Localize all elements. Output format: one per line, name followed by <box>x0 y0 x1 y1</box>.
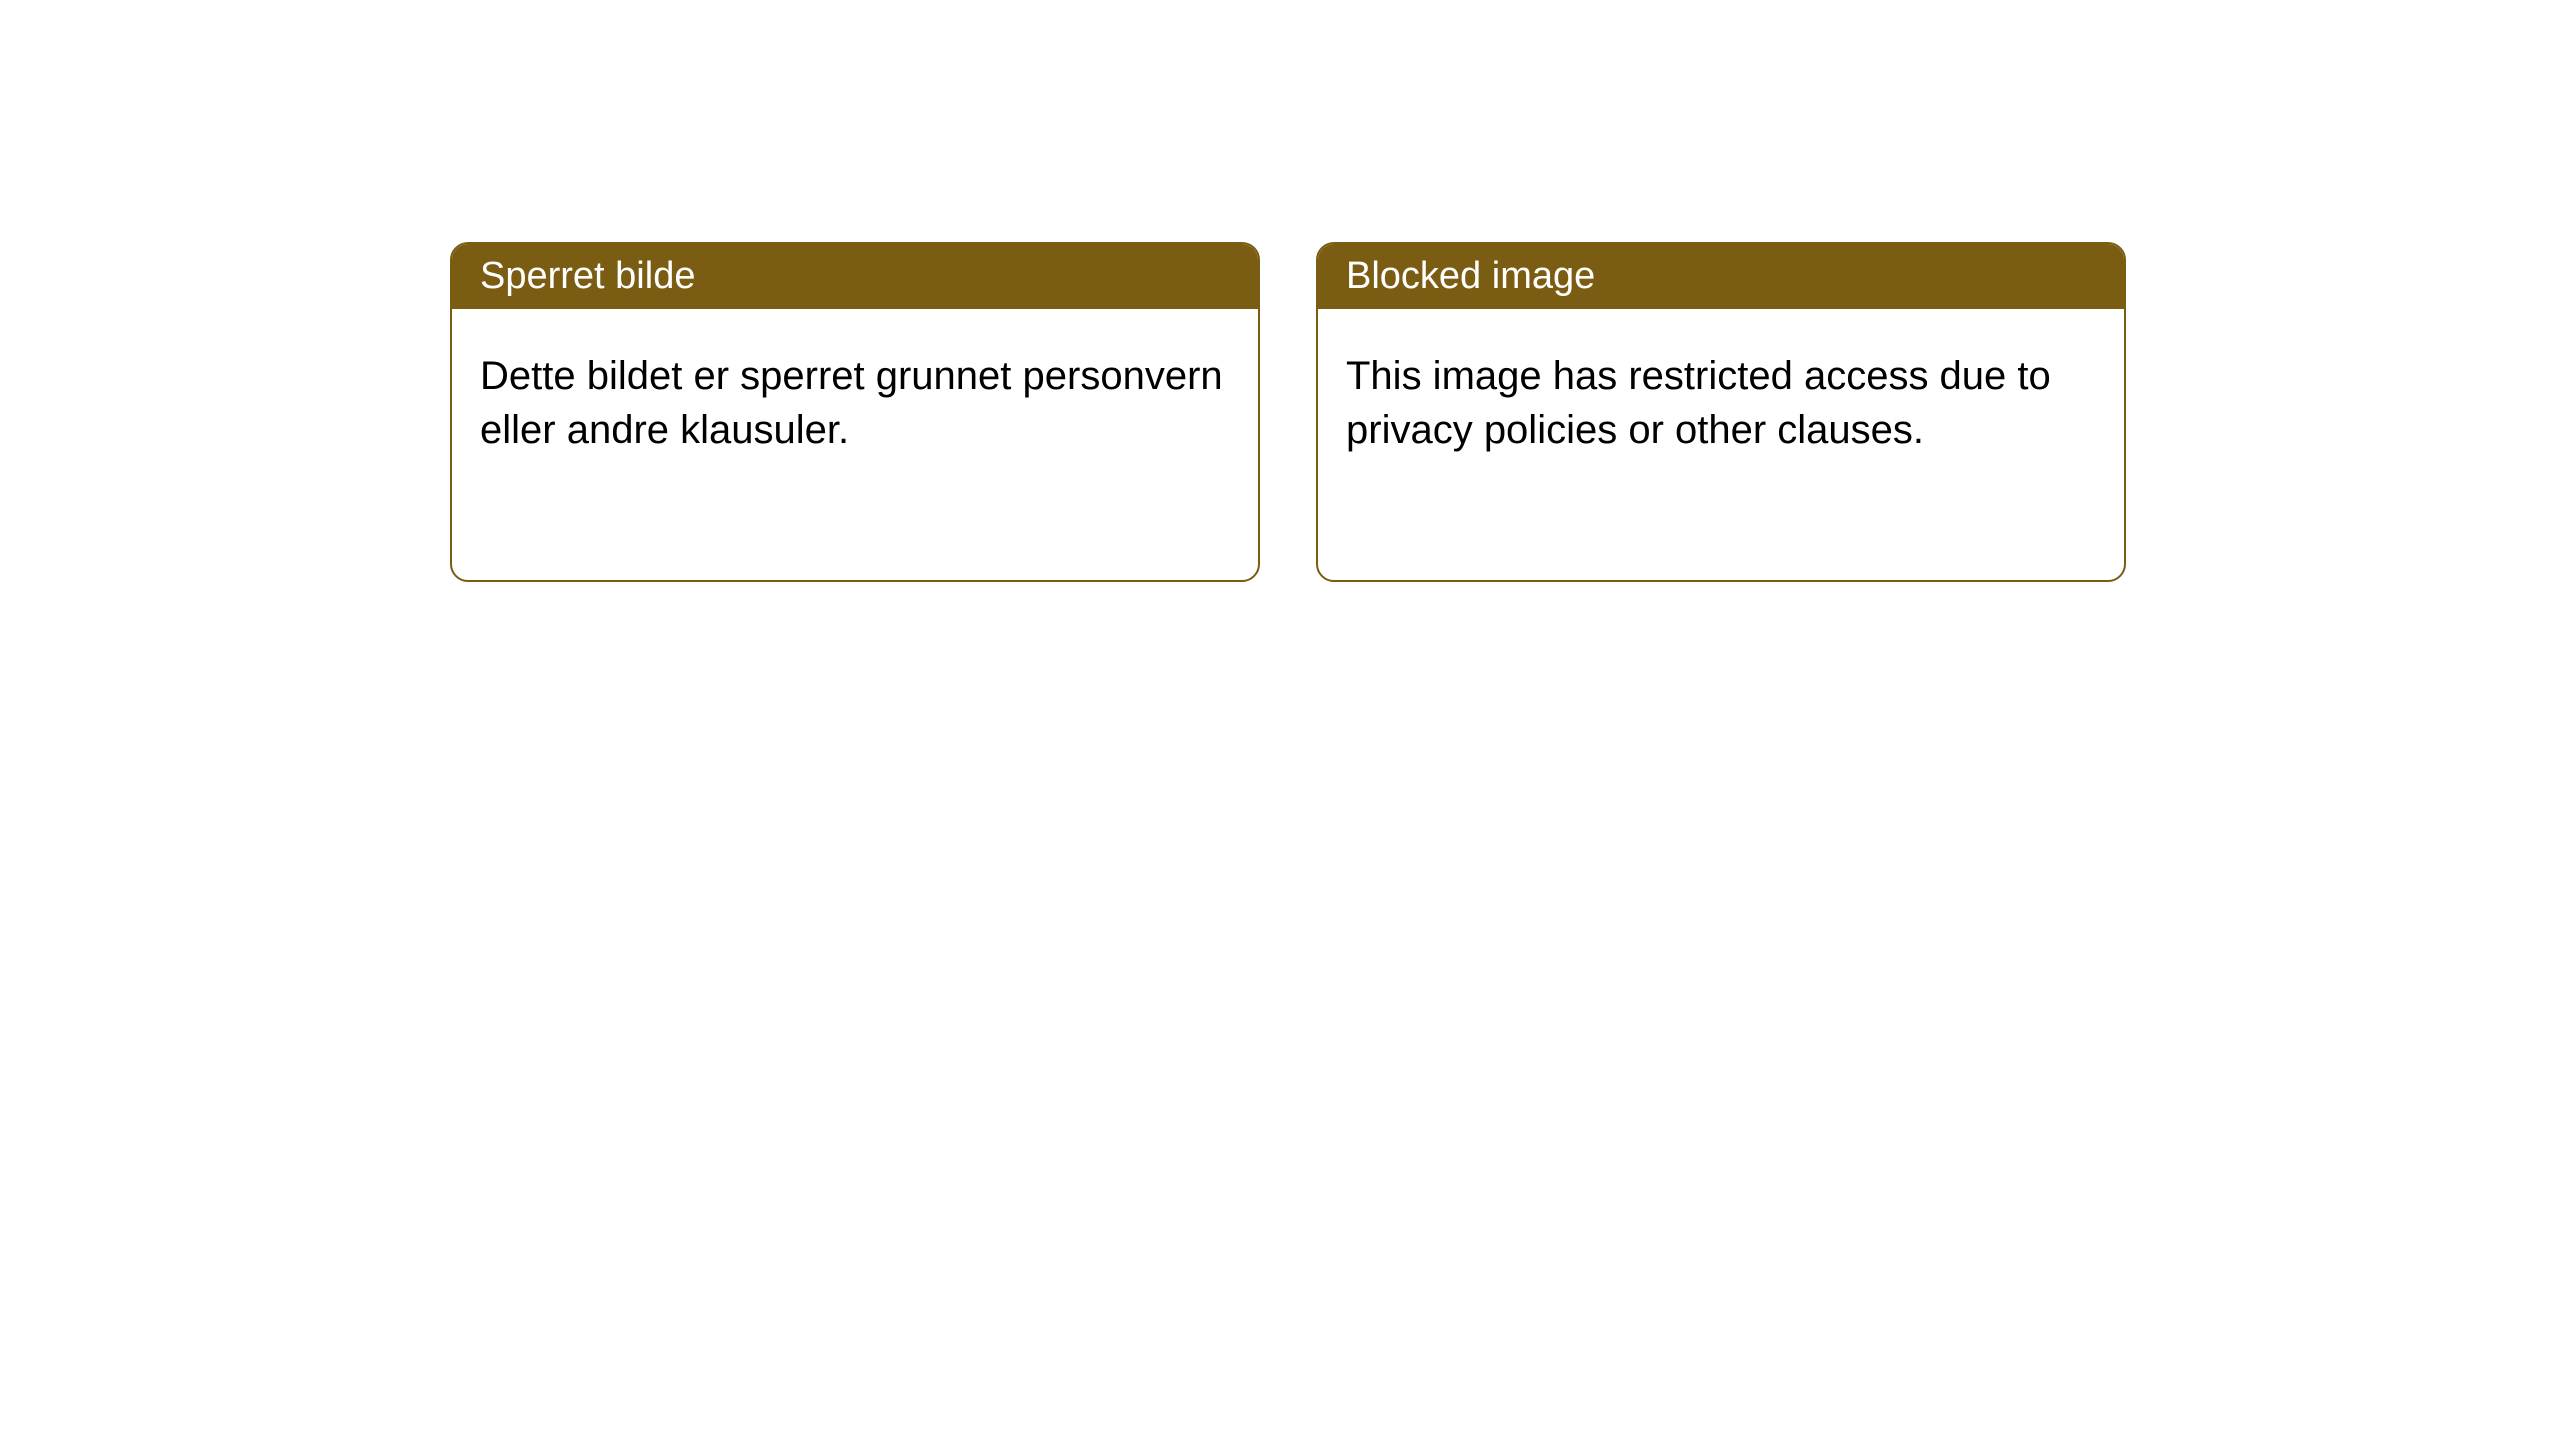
card-header-text: Blocked image <box>1346 255 1595 297</box>
card-header-no: Sperret bilde <box>452 244 1258 309</box>
card-body-text: Dette bildet er sperret grunnet personve… <box>480 354 1223 452</box>
blocked-image-card-no: Sperret bilde Dette bildet er sperret gr… <box>450 242 1260 582</box>
card-header-text: Sperret bilde <box>480 255 695 297</box>
card-body-no: Dette bildet er sperret grunnet personve… <box>452 309 1258 497</box>
card-header-en: Blocked image <box>1318 244 2124 309</box>
blocked-image-card-en: Blocked image This image has restricted … <box>1316 242 2126 582</box>
cards-container: Sperret bilde Dette bildet er sperret gr… <box>0 0 2560 582</box>
card-body-en: This image has restricted access due to … <box>1318 309 2124 497</box>
card-body-text: This image has restricted access due to … <box>1346 354 2051 452</box>
